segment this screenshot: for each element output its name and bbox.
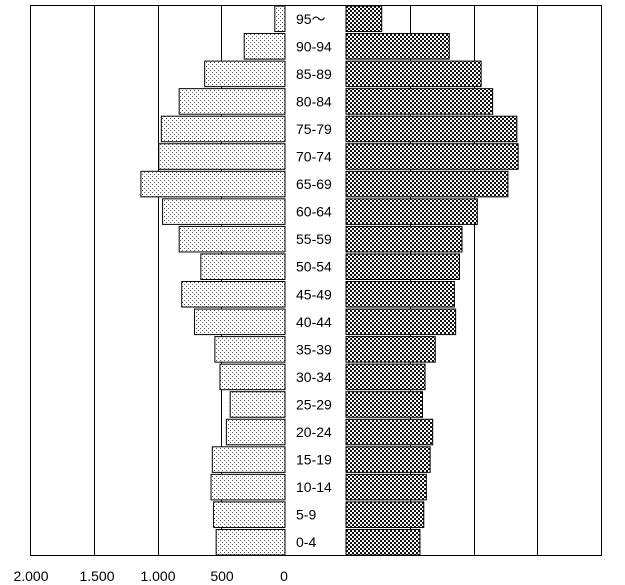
left-bar-50-54: [200, 253, 286, 280]
right-bar-35-39: [345, 336, 436, 363]
right-bar-70-74: [345, 143, 519, 170]
age-label: 55-59: [296, 231, 332, 247]
left-bar-55-59: [178, 225, 286, 253]
left-bar-85-89: [204, 60, 286, 88]
right-bar-30-34: [345, 363, 426, 391]
right-bar-45-49: [345, 281, 455, 308]
age-label: 40-44: [296, 314, 332, 330]
x-tick-label: 1.000: [140, 568, 175, 584]
age-label: 95～: [296, 11, 326, 27]
age-label: 70-74: [296, 149, 332, 165]
left-bar-30-34: [219, 363, 286, 391]
left-bar-20-24: [225, 418, 286, 446]
right-bar-80-84: [345, 88, 494, 115]
right-bar-65-69: [345, 170, 509, 198]
age-label: 5-9: [296, 507, 316, 523]
right-bar-5-9: [345, 501, 425, 528]
age-label: 90-94: [296, 38, 332, 54]
left-bar-15-19: [211, 446, 286, 473]
left-bar-25-29: [229, 391, 286, 418]
right-bar-90-94: [345, 33, 450, 60]
age-label: 25-29: [296, 396, 332, 412]
age-label: 10-14: [296, 479, 332, 495]
left-bar-95～: [274, 5, 286, 33]
age-label: 35-39: [296, 341, 332, 357]
right-bar-95～: [345, 5, 383, 33]
age-label: 60-64: [296, 204, 332, 220]
grid-lines: [94, 5, 538, 556]
right-bar-20-24: [345, 418, 434, 446]
left-bar-80-84: [178, 88, 286, 115]
age-label: 30-34: [296, 369, 332, 385]
left-bar-0-4: [215, 528, 286, 556]
right-bar-40-44: [345, 308, 457, 336]
age-label: 85-89: [296, 66, 332, 82]
left-bar-90-94: [243, 33, 286, 60]
left-bar-75-79: [160, 115, 286, 143]
left-bar-5-9: [213, 501, 286, 528]
left-bar-70-74: [158, 143, 286, 170]
left-bar-10-14: [210, 473, 286, 501]
right-bar-75-79: [345, 115, 518, 143]
right-bar-10-14: [345, 473, 427, 501]
x-tick-labels: 2.000 1.500 1.000 500 0: [13, 568, 288, 584]
right-bar-0-4: [345, 528, 421, 556]
plot-frame: [30, 5, 602, 556]
age-label: 75-79: [296, 121, 332, 137]
left-bar-60-64: [162, 198, 286, 225]
left-bar-45-49: [181, 281, 286, 308]
right-bar-15-19: [345, 446, 431, 473]
age-labels: 0-4 5-9 10-14 15-19 20-24 25-29 30-34 35-39 40-4…: [296, 11, 332, 550]
age-label: 15-19: [296, 452, 332, 468]
age-label: 80-84: [296, 93, 332, 109]
x-tick-label: 0: [280, 568, 288, 584]
right-bar-50-54: [345, 253, 460, 280]
age-label: 20-24: [296, 424, 332, 440]
left-bars: [140, 5, 286, 556]
right-bar-55-59: [345, 225, 463, 253]
age-label: 0-4: [296, 534, 316, 550]
right-bar-60-64: [345, 198, 478, 225]
right-bars: [345, 5, 519, 556]
age-label: 45-49: [296, 286, 332, 302]
x-tick-label: 500: [210, 568, 234, 584]
x-tick-label: 2.000: [13, 568, 48, 584]
age-label: 50-54: [296, 259, 332, 275]
age-label: 65-69: [296, 176, 332, 192]
x-tick-label: 1.500: [79, 568, 114, 584]
left-bar-40-44: [193, 308, 286, 336]
left-bar-65-69: [140, 170, 286, 198]
left-bar-35-39: [214, 336, 286, 363]
right-bar-85-89: [345, 60, 482, 88]
right-bar-25-29: [345, 391, 423, 418]
